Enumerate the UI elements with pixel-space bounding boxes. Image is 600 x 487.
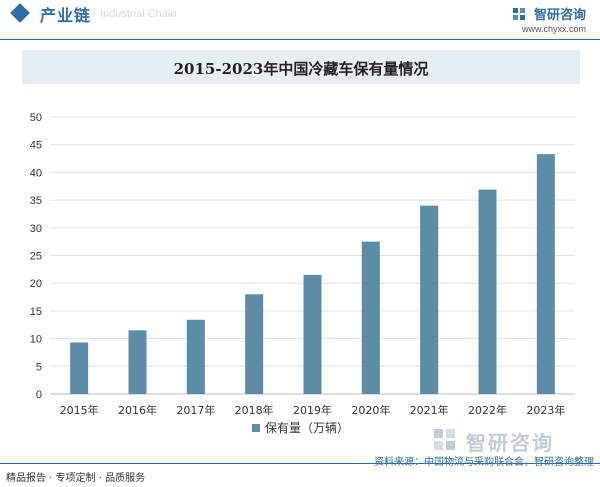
y-tick-label: 50	[30, 112, 42, 124]
legend-swatch	[252, 424, 260, 432]
chart-title: 2015-2023年中国冷藏车保有量情况	[173, 60, 429, 78]
x-tick-label: 2020年	[351, 403, 390, 417]
bar	[128, 330, 147, 394]
y-tick-label: 25	[30, 251, 42, 263]
y-tick-label: 20	[30, 278, 42, 290]
x-tick-label: 2022年	[468, 403, 507, 417]
source-note: 资料来源：中国物流与采购联合会，智研咨询整理	[374, 457, 594, 468]
bar-chart: 0 5 10 15 20 25 30 35 40 45 50 2015年 2016年 2017年 2018年…	[30, 112, 575, 435]
y-tick-label: 40	[30, 167, 42, 179]
footer-tagline: 精品报告 · 专项定制 · 品质服务	[6, 473, 146, 484]
y-tick-label: 30	[30, 223, 42, 235]
y-tick-label: 45	[30, 140, 42, 152]
watermark-brand-name: 智研咨询	[466, 431, 554, 455]
brand-url: www.chyxx.com	[521, 24, 586, 34]
chart-title-band: 2015-2023年中国冷藏车保有量情况	[22, 50, 580, 84]
legend-label: 保有量（万辆）	[265, 421, 349, 435]
x-tick-label: 2023年	[526, 403, 565, 417]
x-tick-label: 2016年	[118, 403, 157, 417]
bar	[70, 342, 89, 394]
bar	[478, 189, 497, 394]
y-tick-label: 15	[30, 306, 42, 318]
brand-logo-icon	[512, 7, 525, 20]
bar	[361, 241, 380, 394]
watermark-brand: 智研咨询	[432, 427, 592, 455]
footer-divider	[0, 463, 600, 464]
y-tick-label: 35	[30, 195, 42, 207]
page-header: 产业链 Industrial Chain 智研咨询 www.chyxx.com	[0, 0, 600, 34]
y-tick-label: 5	[36, 361, 42, 373]
y-tick-label: 0	[36, 389, 42, 401]
bar	[245, 294, 264, 394]
y-tick-label: 10	[30, 334, 42, 346]
page-footer: 精品报告 · 专项定制 · 品质服务 资料来源：中国物流与采购联合会，智研咨询整…	[0, 457, 600, 487]
section-title: 产业链	[40, 6, 92, 25]
brand-name: 智研咨询	[533, 8, 586, 23]
section-subtitle: Industrial Chain	[100, 8, 177, 20]
watermark-logo-icon	[434, 429, 455, 450]
header-divider	[0, 39, 600, 40]
x-tick-label: 2017年	[176, 403, 215, 417]
bar	[303, 274, 322, 394]
x-tick-label: 2018年	[235, 403, 274, 417]
bar	[536, 154, 555, 394]
x-tick-label: 2015年	[60, 403, 99, 417]
brand-block: 智研咨询 www.chyxx.com	[512, 3, 586, 34]
x-tick-label: 2019年	[293, 403, 332, 417]
bar	[186, 319, 205, 394]
bar	[420, 205, 439, 394]
x-tick-label: 2021年	[410, 403, 449, 417]
